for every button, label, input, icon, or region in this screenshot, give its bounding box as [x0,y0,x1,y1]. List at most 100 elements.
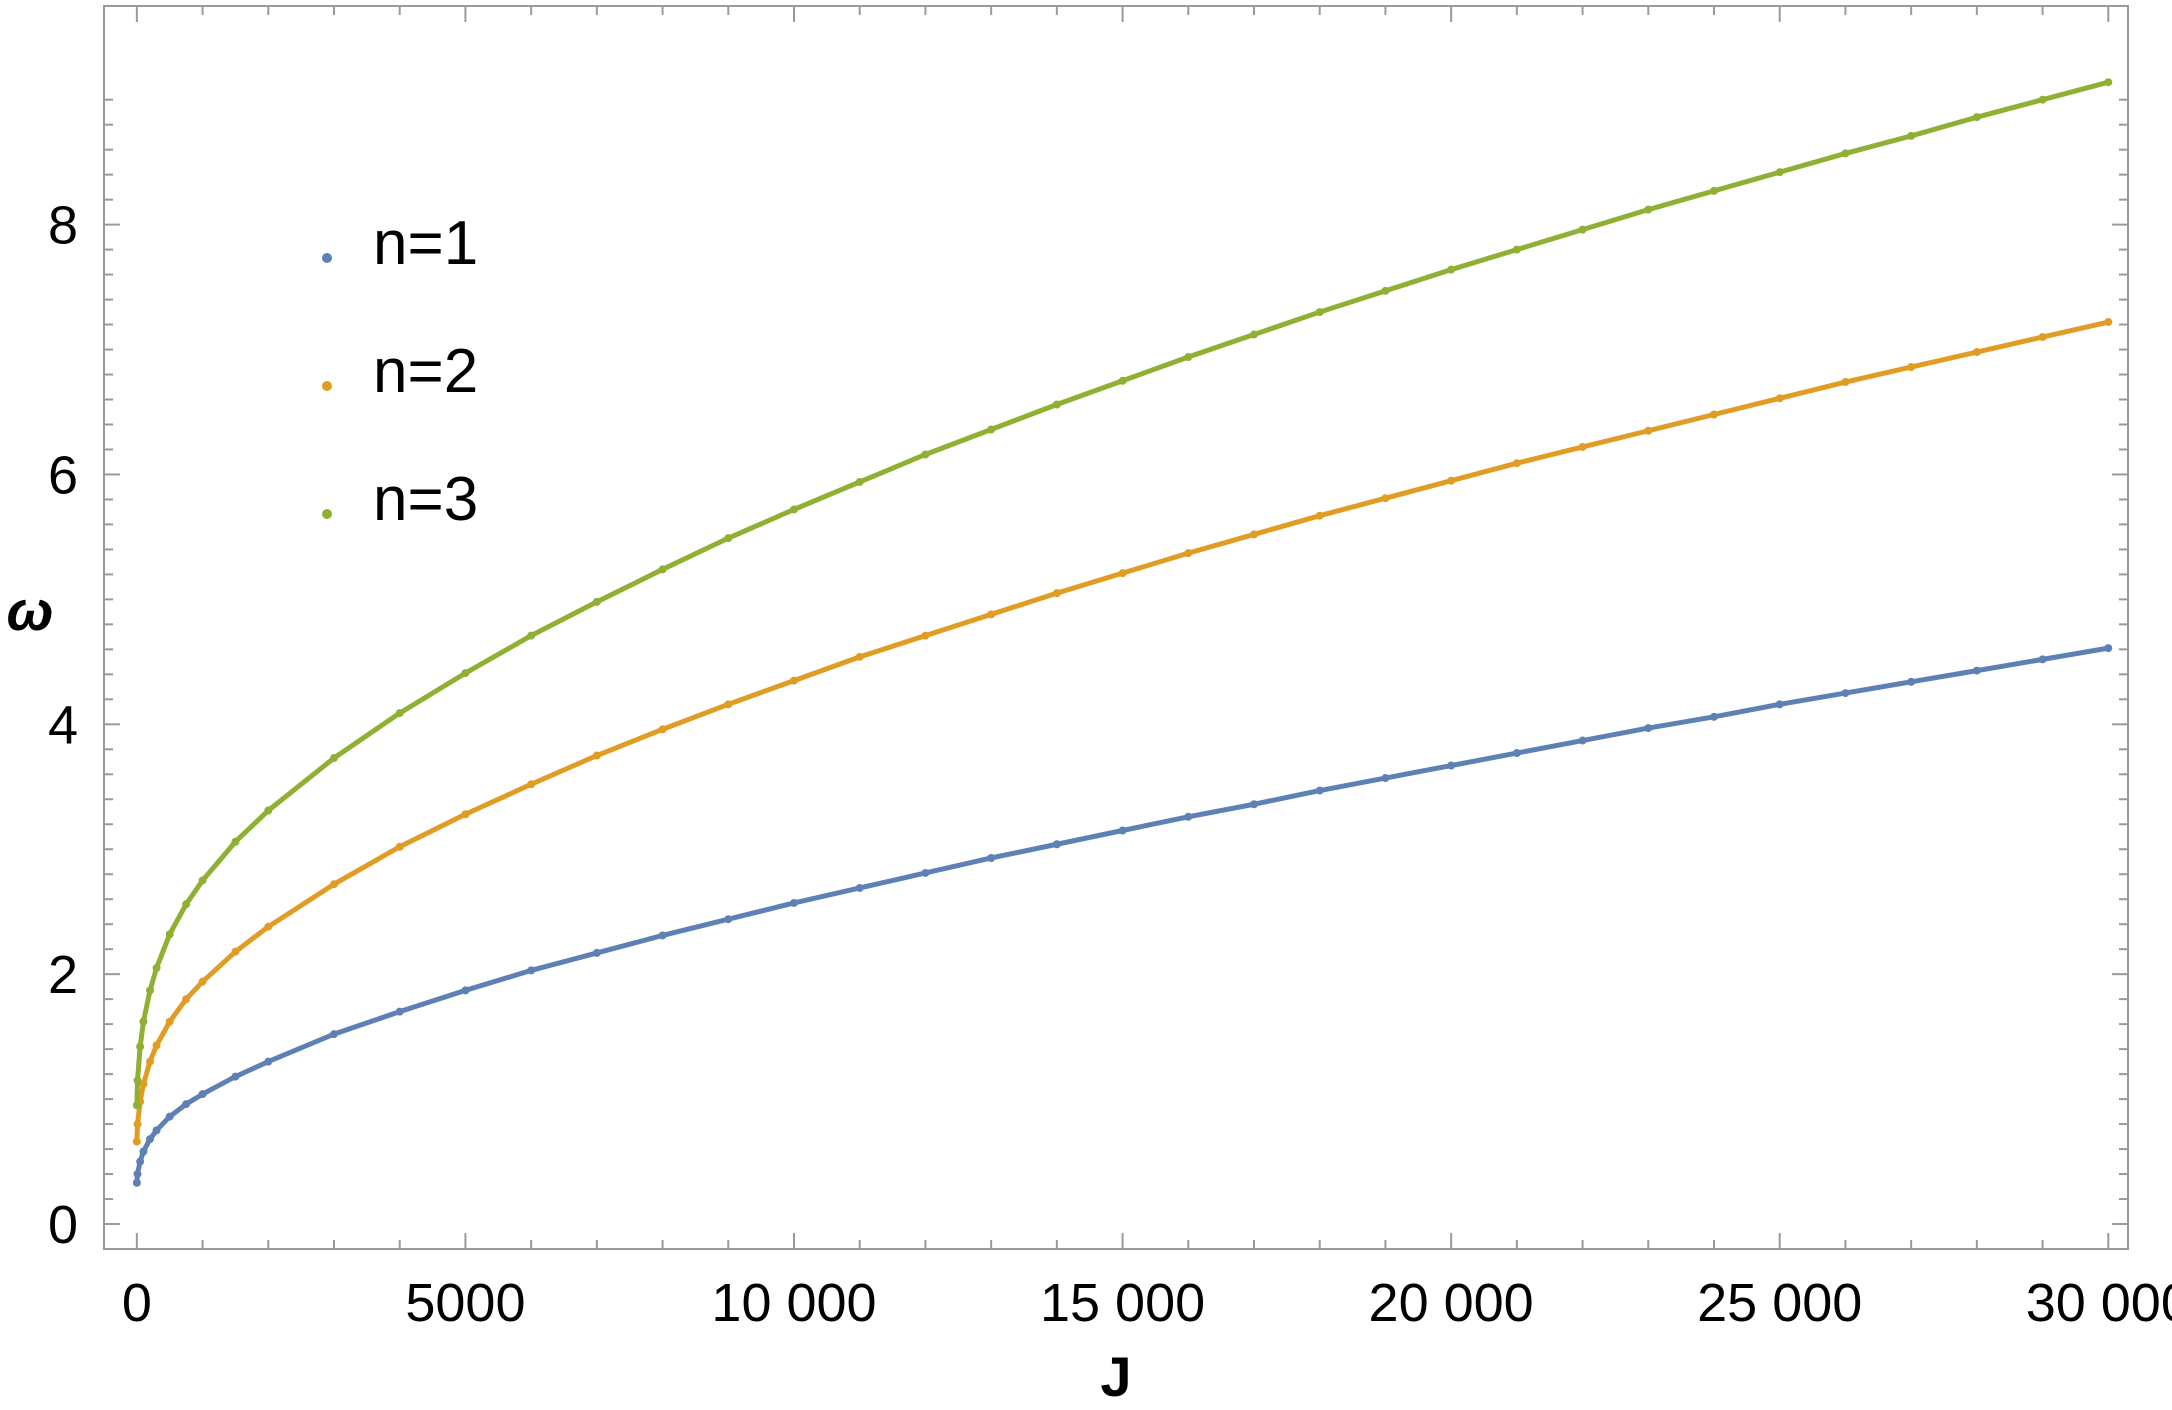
data-point [527,780,536,789]
data-point [2104,78,2113,87]
data-point [1841,149,1850,158]
data-point [182,1100,191,1109]
data-point [136,1042,145,1051]
data-point [1381,494,1390,503]
data-point [1841,689,1850,698]
legend-item: n=2 [322,337,478,406]
series-2 [132,318,2113,1146]
data-point [1447,265,1456,274]
data-point [1972,348,1981,357]
data-point [2038,333,2047,342]
data-point [527,966,536,975]
legend-label: n=2 [373,337,478,406]
data-point [461,810,470,819]
data-point [1512,749,1521,758]
legend: n=1 n=2 n=3 [322,209,478,534]
data-point [658,565,667,574]
data-point [1578,442,1587,451]
data-point [165,1112,174,1121]
data-point [198,977,207,986]
series-layer [132,78,2113,1187]
data-point [139,1147,148,1156]
x-tick-label: 10 000 [711,1273,876,1333]
x-tick-label: 0 [122,1273,152,1333]
data-point [198,1090,207,1099]
data-point [592,948,601,957]
data-point [1710,186,1718,195]
data-point [987,610,996,619]
data-point [330,880,338,889]
data-point [855,883,864,892]
data-point [146,1135,154,1144]
legend-marker [322,253,332,263]
data-point [1118,826,1127,835]
data-point [1644,205,1653,214]
data-point [264,922,273,931]
data-point [1052,400,1061,409]
data-point [1447,761,1456,770]
data-point [1250,330,1258,339]
data-point [1184,549,1193,558]
data-point [133,1120,142,1129]
data-point [1578,736,1587,745]
y-tick-label: 2 [48,945,78,1005]
y-tick-label: 0 [48,1195,78,1255]
data-point [1052,589,1061,598]
data-point [1052,840,1061,849]
legend-item: n=1 [322,209,478,278]
data-point [592,597,601,606]
x-tick-label: 5000 [405,1273,525,1333]
data-point [1184,812,1193,821]
data-point [527,631,536,640]
data-point [152,963,161,972]
data-point [1710,712,1718,721]
x-tick-label: 30 000 [2026,1273,2172,1333]
data-point [855,652,864,661]
data-point [921,450,930,459]
data-point [1184,353,1193,362]
x-tick-label: 15 000 [1040,1273,1205,1333]
data-point [2038,95,2047,104]
data-point [1907,363,1916,372]
data-point [987,425,996,434]
data-point [132,1101,141,1110]
data-point [592,751,601,760]
data-point [152,1041,161,1050]
data-point [1315,786,1324,795]
data-point [1512,245,1521,254]
data-point [921,868,930,877]
data-point [165,1017,174,1026]
data-point [724,534,733,543]
data-point [2038,655,2047,664]
plot-frame [103,5,2129,1250]
data-point [152,1126,161,1135]
data-point [1841,378,1850,387]
data-point [1578,225,1587,234]
data-point [231,1072,240,1081]
data-point [395,709,404,718]
data-point [231,947,240,956]
data-point [1315,308,1324,317]
legend-item: n=3 [322,465,478,534]
data-point [146,986,154,995]
data-point [2104,644,2113,653]
data-point [330,1030,338,1039]
y-axis-title: ω [7,579,54,642]
data-point [139,1017,148,1026]
data-point [1644,724,1653,733]
data-point [330,754,338,763]
legend-marker [322,381,332,391]
data-point [855,477,864,486]
ticks-layer [104,6,2128,1249]
data-point [790,676,798,685]
data-point [198,876,207,885]
legend-label: n=1 [373,209,478,278]
data-point [182,995,191,1004]
data-point [1710,410,1718,419]
data-point [724,915,733,924]
data-point [1775,700,1784,709]
data-point [1644,426,1653,435]
data-point [1250,800,1258,809]
